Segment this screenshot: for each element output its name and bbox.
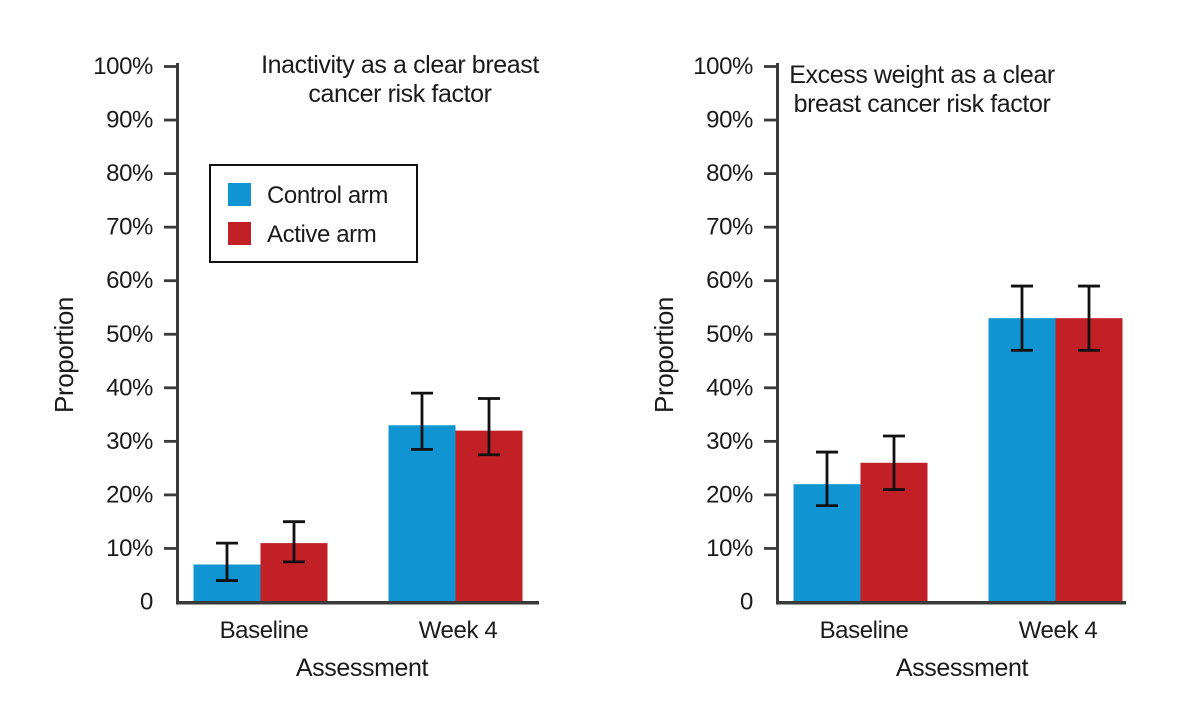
bar-control-arm-week-4 [388, 425, 456, 604]
y-tick-label: 10% [706, 535, 753, 562]
y-tick-label: 0 [740, 589, 753, 616]
chart-title-line-1: Excess weight as a clear [789, 61, 1055, 89]
error-bar-control-arm-week-4 [411, 391, 433, 451]
y-tick-label: 20% [706, 481, 753, 508]
y-tick-label: 10% [106, 535, 153, 562]
y-tick-label: 40% [706, 374, 753, 401]
x-category-label-baseline: Baseline [220, 617, 309, 644]
x-category-label-week-4: Week 4 [1019, 617, 1098, 644]
error-bar-active-arm-baseline [883, 434, 905, 491]
error-bar-active-arm-week-4 [1078, 284, 1100, 352]
y-axis-title: Proportion [49, 297, 79, 413]
x-category-label-week-4: Week 4 [419, 617, 498, 644]
chart-title-line-2: cancer risk factor [308, 80, 491, 108]
legend-label-active: Active arm [267, 221, 376, 248]
y-tick-label: 90% [706, 107, 753, 134]
bar-control-arm-week-4 [988, 318, 1056, 604]
y-tick-label: 90% [106, 107, 153, 134]
chart-title-line-2: breast cancer risk factor [794, 90, 1051, 118]
error-bar-active-arm-week-4 [478, 397, 500, 457]
legend-label-control: Control arm [267, 182, 388, 209]
y-tick-label: 70% [106, 214, 153, 241]
x-axis-title: Assessment [296, 654, 429, 682]
y-tick-label: 60% [106, 267, 153, 294]
bar-active-arm-week-4 [455, 430, 523, 604]
y-tick-label: 100% [693, 53, 753, 80]
x-category-label-baseline: Baseline [820, 617, 909, 644]
y-tick-label: 20% [106, 481, 153, 508]
y-tick-label: 50% [106, 321, 153, 348]
y-tick-label: 0 [140, 589, 153, 616]
legend-box [209, 164, 418, 263]
error-bar-control-arm-baseline [216, 541, 238, 582]
y-tick-label: 40% [106, 374, 153, 401]
chart-inactivity-as-a-clear-br: 0 10% 20% 30% 40% 50% 60% 70% 80% 90% 100% Baseline… [49, 51, 540, 682]
error-bar-active-arm-baseline [283, 520, 305, 564]
legend: Control arm Active arm [209, 164, 418, 263]
chart-excess-weight-as-a-clear: 0 10% 20% 30% 40% 50% 60% 70% 80% 90% 100% Baseline… [649, 53, 1126, 682]
y-tick-label: 30% [706, 428, 753, 455]
y-tick-label: 50% [706, 321, 753, 348]
y-tick-label: 70% [706, 214, 753, 241]
chart-title-line-1: Inactivity as a clear breast [261, 51, 539, 79]
y-axis-title: Proportion [649, 297, 679, 413]
legend-swatch-active [228, 222, 251, 245]
y-tick-label: 100% [93, 53, 153, 80]
y-tick-label: 80% [706, 160, 753, 187]
y-tick-label: 80% [106, 160, 153, 187]
error-bar-control-arm-week-4 [1011, 284, 1033, 352]
x-axis-title: Assessment [896, 654, 1029, 682]
error-bar-control-arm-baseline [816, 450, 838, 508]
legend-swatch-control [228, 183, 251, 206]
y-tick-label: 30% [106, 428, 153, 455]
y-tick-label: 60% [706, 267, 753, 294]
bar-active-arm-week-4 [1055, 318, 1123, 604]
